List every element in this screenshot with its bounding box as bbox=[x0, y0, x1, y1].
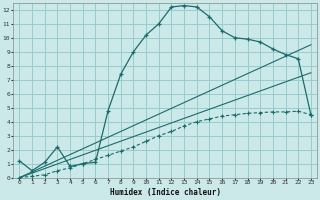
X-axis label: Humidex (Indice chaleur): Humidex (Indice chaleur) bbox=[110, 188, 220, 197]
